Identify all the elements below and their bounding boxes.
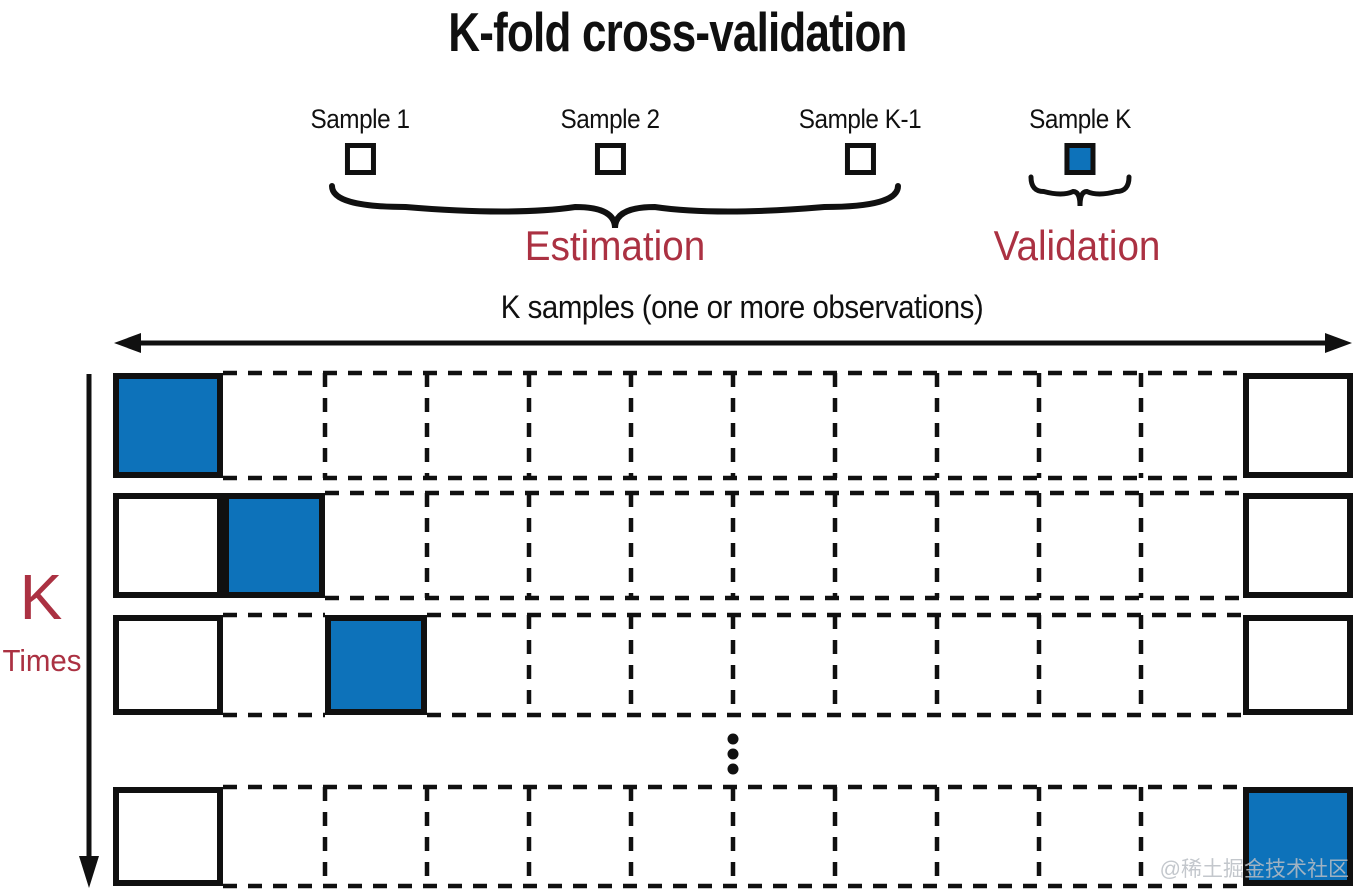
estimation-cell xyxy=(1243,493,1353,598)
sample-k-minus-1-label: Sample K-1 xyxy=(798,104,922,134)
sample-k-minus-1-box xyxy=(844,143,876,175)
sample-1-label: Sample 1 xyxy=(310,104,410,134)
estimation-cell xyxy=(113,493,223,598)
validation-brace xyxy=(1028,174,1132,207)
fold-grid xyxy=(113,370,1353,889)
page-title: K-fold cross-validation xyxy=(0,0,1354,64)
estimation-label: Estimation xyxy=(524,222,706,269)
sample-k-minus-1-group: Sample K-1 xyxy=(792,104,928,175)
sample-2-box xyxy=(594,143,626,175)
sample-k-group: Sample K xyxy=(1023,104,1136,175)
page-title-text: K-fold cross-validation xyxy=(447,1,907,63)
sample-2-label: Sample 2 xyxy=(560,104,660,134)
k-samples-arrow xyxy=(114,333,1352,353)
k-samples-axis-label: K samples (one or more observations) xyxy=(500,289,984,325)
k-times-times-label: Times xyxy=(2,643,82,678)
estimation-cell xyxy=(1243,373,1353,478)
validation-cell xyxy=(325,615,427,715)
estimation-cell xyxy=(113,615,223,715)
fold-row-fold-1 xyxy=(113,370,1353,481)
k-times-arrow xyxy=(79,374,99,888)
validation-cell xyxy=(223,493,325,598)
validation-label: Validation xyxy=(993,222,1161,269)
watermark-text: @稀土掘金技术社区 xyxy=(1159,858,1349,881)
sample-k-label: Sample K xyxy=(1029,104,1131,134)
fold-row-fold-2 xyxy=(113,490,1353,601)
sample-1-group: Sample 1 xyxy=(305,104,415,175)
sample-2-group: Sample 2 xyxy=(555,104,665,175)
fold-row-fold-3 xyxy=(113,612,1353,718)
estimation-cell xyxy=(1243,615,1353,715)
estimation-cell xyxy=(113,787,223,886)
k-times-k-label: K xyxy=(19,561,63,633)
sample-k-box xyxy=(1064,143,1096,175)
continuation-dots xyxy=(727,733,739,775)
validation-cell xyxy=(1243,787,1353,886)
estimation-brace xyxy=(329,183,901,229)
sample-1-box xyxy=(344,143,376,175)
validation-cell xyxy=(113,373,223,478)
fold-row-fold-K xyxy=(113,784,1353,889)
